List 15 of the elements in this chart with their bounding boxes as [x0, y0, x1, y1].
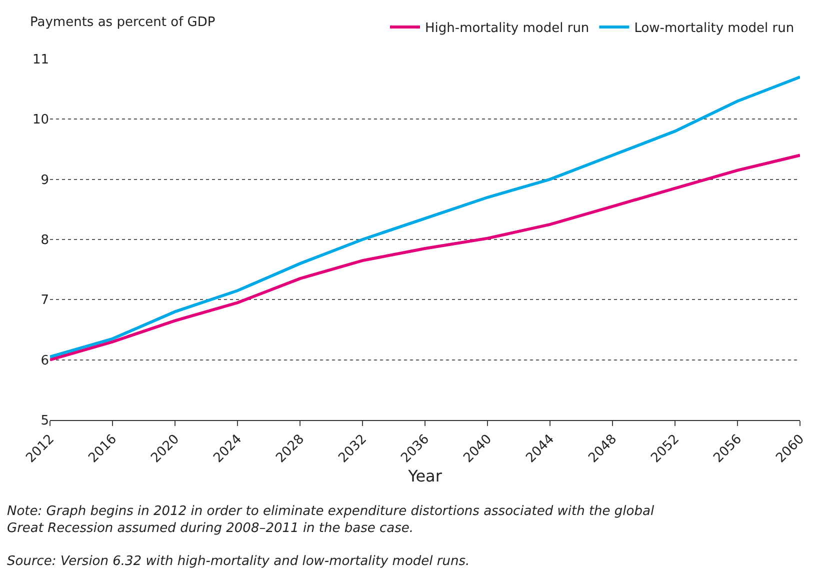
y-tick-label: 10	[32, 112, 49, 128]
legend-label: High-mortality model run	[425, 21, 590, 36]
y-tick-label: 11	[32, 52, 49, 68]
y-tick-label: 9	[40, 172, 49, 188]
source-note: Source: Version 6.32 with high-mortality and low-mortality model runs.	[7, 554, 470, 569]
y-tick-label: 8	[40, 233, 49, 248]
text: Note: Graph begins in 2012 in order to eliminate expenditure distortions associated with the global Great Recession assumed during 2008–2011 in the base case.	[7, 504, 654, 536]
y-tick-label: 7	[40, 293, 49, 308]
legend-label: Low-mortality model run	[634, 21, 794, 36]
y-axis-title: Payments as percent of GDP	[30, 15, 216, 30]
x-axis-title: Year	[407, 466, 442, 486]
y-tick-label: 5	[40, 414, 49, 429]
line-series	[50, 154, 800, 362]
line-series	[50, 76, 800, 358]
y-tick-label: 6	[40, 353, 49, 368]
